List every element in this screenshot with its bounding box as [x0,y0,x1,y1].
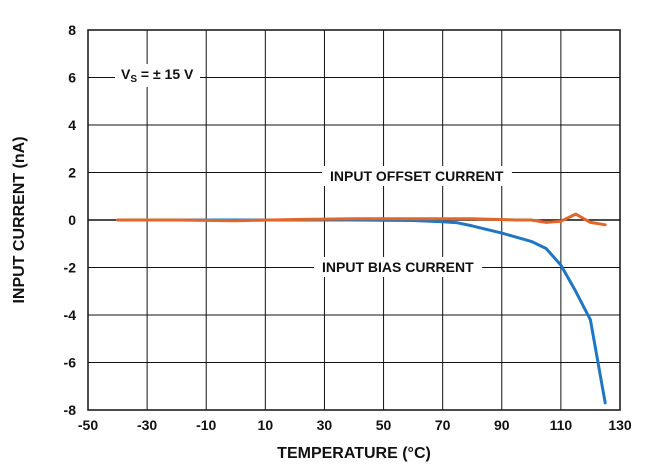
plot-frame [87,29,621,411]
y-tick-label: -2 [64,260,77,276]
bias-current-label: INPUT BIAS CURRENT [322,259,474,275]
supply-subscript: S [130,74,137,85]
x-tick-label: -50 [78,417,98,433]
supply-voltage-annotation: VS = ± 15 V [121,66,194,85]
x-tick-label: 30 [317,417,333,433]
x-tick-label: 130 [608,417,632,433]
series-lines [116,212,607,405]
y-tick-label: 4 [68,117,76,133]
y-tick-label: -6 [64,355,77,371]
supply-symbol: V [121,66,131,82]
annotation-backgrounds [115,64,512,277]
series-line-input-offset-current [116,212,607,227]
x-tick-label: 10 [258,417,274,433]
supply-text-bg [115,64,201,87]
supply-value: = ± 15 V [137,66,194,82]
bias-label-bg [314,257,483,277]
x-axis-title: TEMPERATURE (°C) [277,445,431,462]
y-tick-label: 2 [68,165,76,181]
x-tick-label: 50 [376,417,392,433]
x-tick-label: 110 [550,417,573,433]
y-tick-label: -8 [64,402,77,418]
y-axis-title: INPUT CURRENT (nA) [11,136,28,303]
x-tick-label: -10 [196,417,216,433]
tick-labels: -50 -30 -10 10 30 50 70 90 110 130 8 6 4 2 0 -2 -4 -6 -8 [64,22,632,433]
y-tick-label: -4 [64,307,77,323]
y-tick-label: 8 [68,22,76,38]
x-tick-label: -30 [137,417,157,433]
x-tick-label: 70 [435,417,451,433]
offset-label-bg [322,166,512,186]
offset-current-label: INPUT OFFSET CURRENT [330,168,504,184]
y-tick-label: 0 [68,212,76,228]
y-tick-label: 6 [68,70,76,86]
x-tick-label: 90 [494,417,510,433]
